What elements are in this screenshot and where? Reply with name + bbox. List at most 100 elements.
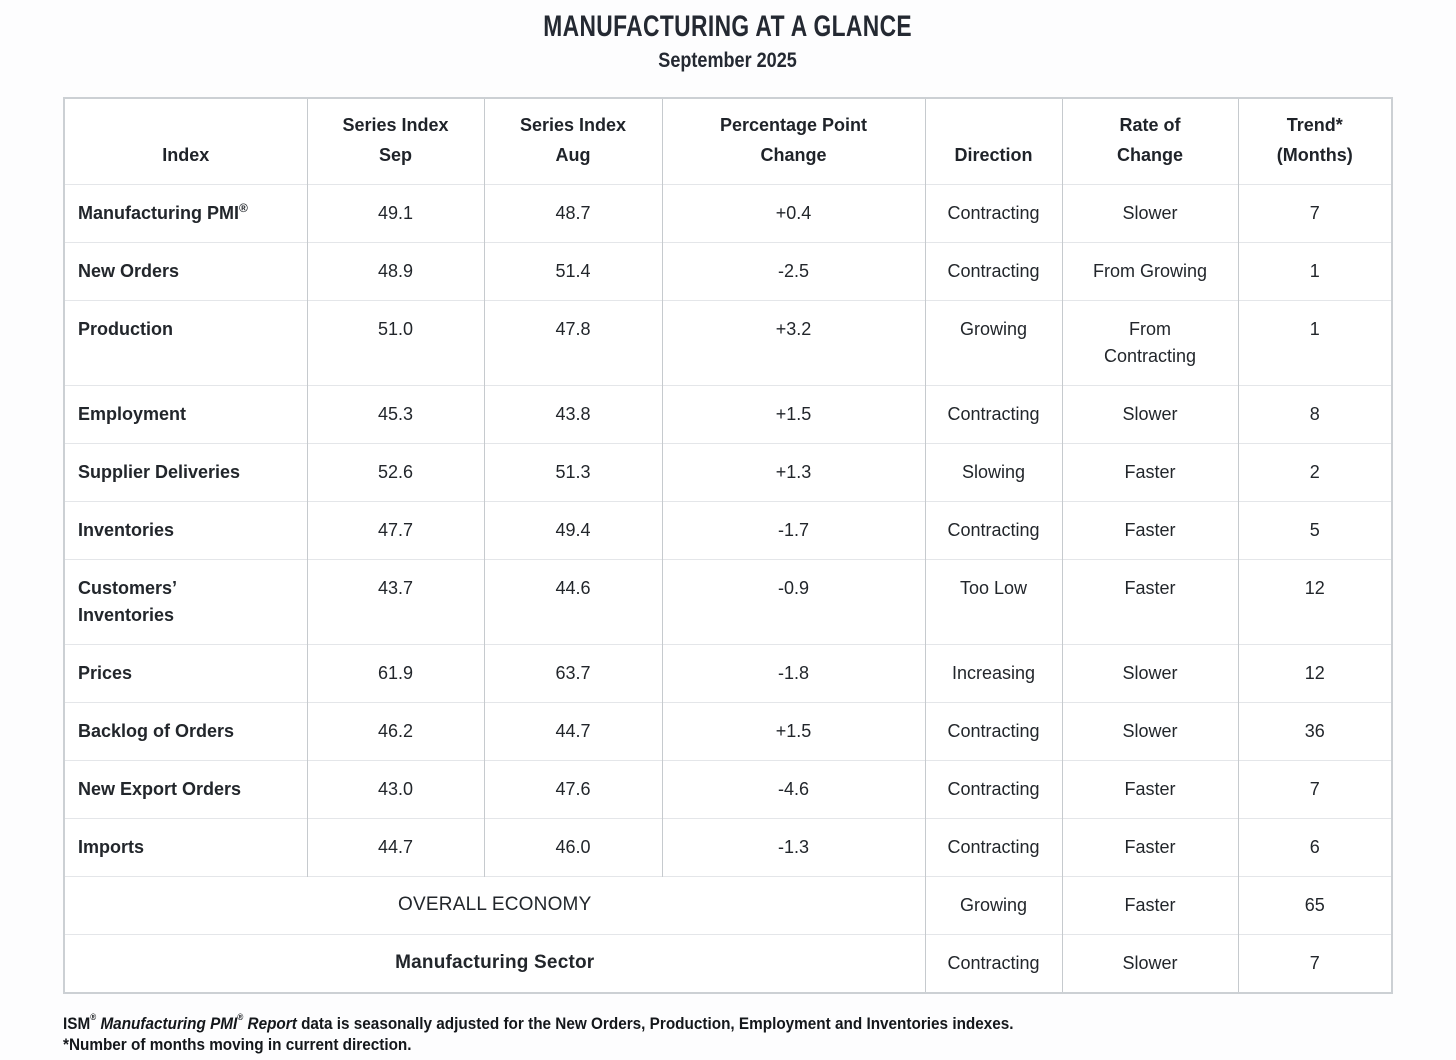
header-row: Index Series Index Sep Series Index Aug Per… <box>64 98 1392 185</box>
cell-trend: 7 <box>1237 184 1392 243</box>
summary-row: Manufacturing Sector Contracting Slower 7 <box>64 934 1392 994</box>
cell-series-index-sep: 45.3 <box>306 385 484 444</box>
cell-trend: 36 <box>1237 702 1392 761</box>
table-row: New Orders 48.9 51.4 -2.5 Contracting From Gr… <box>64 242 1392 301</box>
registered-mark: ® <box>90 1012 97 1023</box>
table-row: Backlog of Orders 46.2 44.7 +1.5 Contracting… <box>64 702 1392 761</box>
cell-rate-of-change: Faster <box>1061 443 1238 502</box>
cell-series-index-aug: 51.4 <box>483 242 662 301</box>
summary-label: OVERALL ECONOMY <box>64 876 925 935</box>
table-row: Manufacturing PMI® 49.1 48.7 +0.4 Contractin… <box>64 184 1392 243</box>
cell-series-index-aug: 44.6 <box>483 559 662 645</box>
cell-index: Manufacturing PMI® <box>64 184 307 243</box>
cell-direction: Contracting <box>924 184 1062 243</box>
cell-index: Customers’ Inventories <box>64 559 307 645</box>
cell-direction: Contracting <box>924 934 1062 994</box>
page-title: MANUFACTURING AT A GLANCE <box>0 10 1456 44</box>
cell-series-index-aug: 43.8 <box>483 385 662 444</box>
table-row: Production 51.0 47.8 +3.2 Growing From Contra… <box>64 300 1392 386</box>
cell-series-index-sep: 46.2 <box>306 702 484 761</box>
cell-series-index-sep: 43.7 <box>306 559 484 645</box>
cell-index: New Orders <box>64 242 307 301</box>
column-header-rate-of-change: Rate of Change <box>1061 98 1238 185</box>
cell-rate-of-change: Slower <box>1061 702 1238 761</box>
manufacturing-at-a-glance-table: Index Series Index Sep Series Index Aug Per… <box>63 97 1393 995</box>
cell-series-index-sep: 51.0 <box>306 300 484 386</box>
cell-direction: Too Low <box>924 559 1062 645</box>
registered-mark: ® <box>237 1012 244 1023</box>
cell-trend: 12 <box>1237 644 1392 703</box>
cell-percentage-point-change: -0.9 <box>661 559 925 645</box>
cell-percentage-point-change: +1.5 <box>661 702 925 761</box>
row-label: New Export Orders <box>78 779 242 800</box>
table-row: Inventories 47.7 49.4 -1.7 Contracting Faster… <box>64 501 1392 560</box>
footnote-report-name: Manufacturing PMI <box>96 1014 238 1033</box>
cell-series-index-aug: 48.7 <box>483 184 662 243</box>
cell-trend: 8 <box>1237 385 1392 444</box>
cell-rate-of-change: From Contracting <box>1061 300 1238 386</box>
cell-direction: Contracting <box>924 385 1062 444</box>
cell-rate-of-change: Faster <box>1061 501 1238 560</box>
cell-index: Imports <box>64 818 307 877</box>
cell-series-index-aug: 49.4 <box>483 501 662 560</box>
table-row: Imports 44.7 46.0 -1.3 Contracting Faster 6 <box>64 818 1392 877</box>
row-label: Imports <box>78 837 145 858</box>
table-header: Index Series Index Sep Series Index Aug Per… <box>64 98 1392 185</box>
summary-row: OVERALL ECONOMY Growing Faster 65 <box>64 876 1392 935</box>
footnote-ism: ISM <box>63 1014 91 1033</box>
cell-rate-of-change: Slower <box>1061 644 1238 703</box>
cell-rate-of-change: Faster <box>1061 760 1238 819</box>
cell-trend: 1 <box>1237 300 1392 386</box>
cell-trend: 2 <box>1237 443 1392 502</box>
row-label: Prices <box>78 663 133 684</box>
cell-trend: 12 <box>1237 559 1392 645</box>
cell-rate-of-change: Slower <box>1061 934 1238 994</box>
column-header-direction: Direction <box>924 98 1062 185</box>
cell-rate-of-change: From Growing <box>1061 242 1238 301</box>
footnote: ISM® Manufacturing PMI® Report data is s… <box>63 1012 1393 1055</box>
cell-series-index-sep: 48.9 <box>306 242 484 301</box>
cell-direction: Increasing <box>924 644 1062 703</box>
cell-index: Employment <box>64 385 307 444</box>
summary-label: Manufacturing Sector <box>64 934 925 994</box>
row-label: Employment <box>78 404 187 425</box>
cell-percentage-point-change: +1.3 <box>661 443 925 502</box>
cell-trend: 7 <box>1237 934 1392 994</box>
cell-series-index-aug: 46.0 <box>483 818 662 877</box>
cell-direction: Contracting <box>924 242 1062 301</box>
cell-direction: Contracting <box>924 702 1062 761</box>
row-label: Supplier Deliveries <box>78 462 241 483</box>
cell-trend: 1 <box>1237 242 1392 301</box>
cell-index: Production <box>64 300 307 386</box>
cell-direction: Contracting <box>924 501 1062 560</box>
cell-percentage-point-change: -1.8 <box>661 644 925 703</box>
row-label: Customers’ Inventories <box>78 578 178 626</box>
cell-series-index-sep: 49.1 <box>306 184 484 243</box>
cell-percentage-point-change: -1.3 <box>661 818 925 877</box>
cell-series-index-sep: 61.9 <box>306 644 484 703</box>
column-header-index: Index <box>162 144 210 165</box>
cell-index: Inventories <box>64 501 307 560</box>
cell-percentage-point-change: +0.4 <box>661 184 925 243</box>
cell-series-index-aug: 47.8 <box>483 300 662 386</box>
row-label: Inventories <box>78 520 175 541</box>
cell-index: New Export Orders <box>64 760 307 819</box>
registered-mark: ® <box>239 201 248 216</box>
cell-rate-of-change: Faster <box>1061 876 1238 935</box>
cell-percentage-point-change: -4.6 <box>661 760 925 819</box>
table-row: Employment 45.3 43.8 +1.5 Contracting Slower 8 <box>64 385 1392 444</box>
cell-series-index-aug: 47.6 <box>483 760 662 819</box>
cell-index: Backlog of Orders <box>64 702 307 761</box>
column-header-series-index-aug: Series Index Aug <box>483 98 662 185</box>
cell-percentage-point-change: -2.5 <box>661 242 925 301</box>
cell-trend: 6 <box>1237 818 1392 877</box>
cell-rate-of-change: Faster <box>1061 559 1238 645</box>
table-row: Prices 61.9 63.7 -1.8 Increasing Slower 12 <box>64 644 1392 703</box>
cell-direction: Contracting <box>924 818 1062 877</box>
cell-direction: Slowing <box>924 443 1062 502</box>
footnote-line-2: *Number of months moving in current dire… <box>63 1034 412 1054</box>
cell-trend: 5 <box>1237 501 1392 560</box>
cell-trend: 7 <box>1237 760 1392 819</box>
cell-series-index-sep: 52.6 <box>306 443 484 502</box>
footnote-report-word: Report <box>243 1014 297 1033</box>
